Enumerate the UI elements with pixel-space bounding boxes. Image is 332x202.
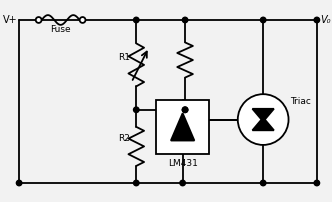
Polygon shape: [252, 118, 274, 130]
Circle shape: [133, 180, 139, 186]
Circle shape: [260, 17, 266, 23]
Polygon shape: [252, 109, 274, 121]
Text: Triac: Triac: [290, 98, 311, 106]
Circle shape: [180, 180, 185, 186]
Polygon shape: [171, 113, 194, 141]
Circle shape: [36, 17, 42, 23]
Bar: [156, 100, 209, 154]
Text: V₀: V₀: [320, 15, 330, 25]
Circle shape: [182, 17, 188, 23]
Text: Fuse: Fuse: [50, 25, 71, 34]
Circle shape: [238, 94, 289, 145]
Text: R1: R1: [119, 53, 130, 62]
Text: V+: V+: [3, 15, 17, 25]
Circle shape: [80, 17, 86, 23]
Circle shape: [260, 180, 266, 186]
Circle shape: [314, 180, 320, 186]
Text: R2: R2: [119, 134, 130, 143]
Circle shape: [182, 107, 188, 113]
Circle shape: [16, 180, 22, 186]
Circle shape: [182, 107, 188, 113]
Circle shape: [133, 107, 139, 113]
Text: LM431: LM431: [168, 159, 198, 168]
Circle shape: [314, 17, 320, 23]
Circle shape: [133, 17, 139, 23]
